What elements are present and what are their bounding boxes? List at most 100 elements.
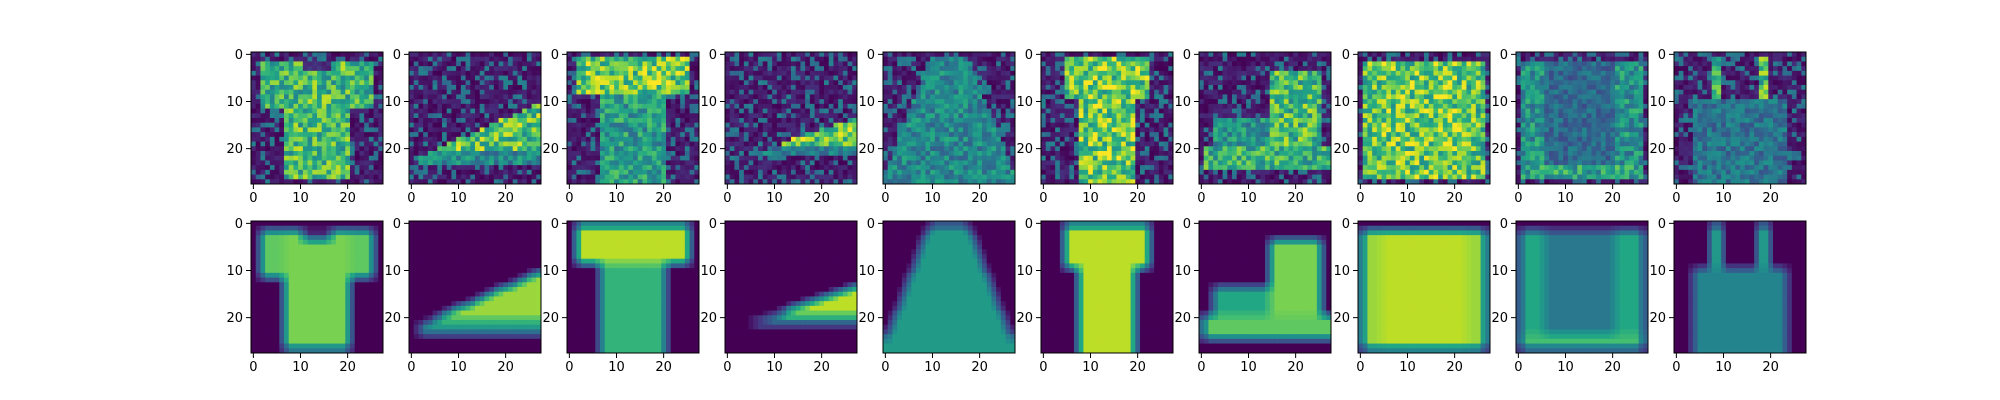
axes-frame: [1040, 51, 1174, 185]
y-tick-label: 20: [1174, 142, 1191, 157]
x-tick-label: 20: [1604, 191, 1621, 206]
x-tick-label: 0: [249, 360, 257, 375]
y-tick-label: 0: [235, 48, 243, 63]
x-tick-label: 0: [565, 360, 573, 375]
y-tick-label: 10: [1649, 95, 1666, 110]
y-tick-label: 20: [542, 311, 559, 326]
x-tick-label: 0: [723, 360, 731, 375]
y-tick-label: 20: [1649, 311, 1666, 326]
y-tick-label: 10: [858, 264, 875, 279]
x-tick-label: 20: [1129, 360, 1146, 375]
x-tick-label: 10: [1399, 360, 1416, 375]
image-jacket-reconstructed: [883, 221, 1016, 354]
y-tick-label: 10: [226, 264, 243, 279]
y-tick-label: 0: [1342, 48, 1350, 63]
panel-r2-c2: 0 0 10 10 20 20: [384, 217, 542, 375]
y-tick-label: 20: [1333, 311, 1350, 326]
y-tick-label: 20: [542, 142, 559, 157]
x-tick-label: 10: [1240, 360, 1257, 375]
x-tick-label: 10: [450, 360, 467, 375]
y-tick-label: 0: [551, 48, 559, 63]
y-tick-label: 0: [1025, 217, 1033, 232]
axes-frame: [1673, 51, 1807, 185]
x-tick-label: 0: [1039, 360, 1047, 375]
x-tick-label: 0: [1197, 191, 1205, 206]
x-tick-label: 20: [1762, 360, 1779, 375]
image-ankle-boot-noisy: [1199, 52, 1332, 185]
image-dress-shirt-noisy: [1041, 52, 1174, 185]
y-tick-label: 20: [226, 311, 243, 326]
image-sneaker-low-reconstructed: [725, 221, 858, 354]
x-tick-label: 0: [1356, 360, 1364, 375]
x-tick-label: 10: [292, 360, 309, 375]
y-tick-label: 20: [1333, 142, 1350, 157]
image-t-shirt-reconstructed: [251, 221, 384, 354]
panel-r1-c4: 0 0 10 10 20 20: [700, 48, 858, 206]
y-tick-label: 10: [542, 95, 559, 110]
x-tick-label: 10: [292, 191, 309, 206]
x-tick-label: 0: [1672, 191, 1680, 206]
y-tick-label: 20: [858, 311, 875, 326]
y-tick-label: 20: [384, 142, 401, 157]
y-tick-label: 10: [1016, 95, 1033, 110]
x-tick-label: 20: [1287, 191, 1304, 206]
x-tick-label: 20: [1446, 191, 1463, 206]
image-bag-reconstructed: [1674, 221, 1807, 354]
y-tick-label: 0: [1500, 217, 1508, 232]
x-tick-label: 20: [813, 360, 830, 375]
x-tick-label: 20: [1446, 360, 1463, 375]
y-tick-label: 0: [1658, 48, 1666, 63]
image-sneaker-reconstructed: [409, 221, 542, 354]
axes-frame: [882, 220, 1016, 354]
y-tick-label: 20: [1174, 311, 1191, 326]
x-tick-label: 20: [497, 360, 514, 375]
x-tick-label: 20: [1287, 360, 1304, 375]
panel-r2-c1: 0 0 10 10 20 20: [226, 217, 384, 375]
y-tick-label: 0: [1183, 48, 1191, 63]
y-tick-label: 0: [1658, 217, 1666, 232]
x-tick-label: 20: [971, 191, 988, 206]
y-tick-label: 20: [1491, 142, 1508, 157]
y-tick-label: 0: [393, 48, 401, 63]
x-tick-label: 20: [655, 191, 672, 206]
image-pullover-dark-reconstructed: [1516, 221, 1649, 354]
y-tick-label: 20: [1491, 311, 1508, 326]
y-tick-label: 10: [1491, 264, 1508, 279]
y-tick-label: 10: [700, 95, 717, 110]
x-tick-label: 10: [1082, 191, 1099, 206]
x-tick-label: 0: [249, 191, 257, 206]
y-tick-label: 10: [1174, 95, 1191, 110]
y-tick-label: 0: [1342, 217, 1350, 232]
axes-frame: [1673, 220, 1807, 354]
x-tick-label: 10: [608, 191, 625, 206]
y-tick-label: 0: [551, 217, 559, 232]
y-tick-label: 0: [1183, 217, 1191, 232]
image-t-shirt-noisy: [251, 52, 384, 185]
image-pullover-noisy: [1358, 52, 1491, 185]
x-tick-label: 20: [1129, 191, 1146, 206]
x-tick-label: 20: [339, 191, 356, 206]
axes-frame: [1040, 220, 1174, 354]
x-tick-label: 20: [497, 191, 514, 206]
y-tick-label: 0: [709, 217, 717, 232]
axes-frame: [1357, 51, 1491, 185]
y-tick-label: 10: [700, 264, 717, 279]
image-sneaker-noisy: [409, 52, 542, 185]
x-tick-label: 20: [971, 360, 988, 375]
axes-frame: [1515, 220, 1649, 354]
y-tick-label: 0: [235, 217, 243, 232]
y-tick-label: 0: [1025, 48, 1033, 63]
y-tick-label: 10: [542, 264, 559, 279]
x-tick-label: 10: [924, 191, 941, 206]
y-tick-label: 0: [393, 217, 401, 232]
image-jacket-noisy: [883, 52, 1016, 185]
x-tick-label: 0: [881, 191, 889, 206]
x-tick-label: 10: [1399, 191, 1416, 206]
panel-r1-c2: 0 0 10 10 20 20: [384, 48, 542, 206]
axes-frame: [1515, 51, 1649, 185]
y-tick-label: 10: [1333, 264, 1350, 279]
image-t-shirt-print-noisy: [567, 52, 700, 185]
axes-frame: [724, 220, 858, 354]
panel-r2-c8: 0 0 10 10 20 20: [1333, 217, 1491, 375]
